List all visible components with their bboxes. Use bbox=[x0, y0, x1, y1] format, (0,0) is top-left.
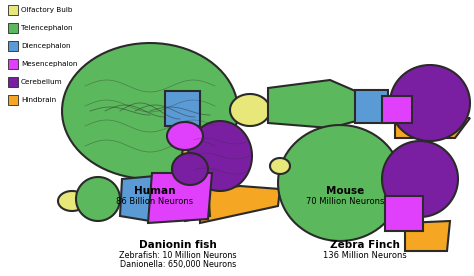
Polygon shape bbox=[270, 158, 290, 174]
Polygon shape bbox=[405, 221, 450, 251]
Polygon shape bbox=[230, 94, 270, 126]
Text: 70 Million Neurons: 70 Million Neurons bbox=[306, 197, 384, 206]
Text: Danionella: 650,000 Neurons: Danionella: 650,000 Neurons bbox=[120, 260, 236, 269]
Text: Diencephalon: Diencephalon bbox=[21, 43, 71, 49]
Polygon shape bbox=[200, 186, 280, 223]
Polygon shape bbox=[188, 121, 252, 191]
Text: 136 Million Neurons: 136 Million Neurons bbox=[323, 251, 407, 260]
Polygon shape bbox=[382, 96, 412, 123]
Polygon shape bbox=[387, 171, 413, 206]
Bar bbox=[8, 5, 18, 15]
Text: Mouse: Mouse bbox=[326, 186, 364, 196]
Text: Hindbrain: Hindbrain bbox=[21, 97, 56, 103]
Polygon shape bbox=[76, 177, 120, 221]
Bar bbox=[8, 41, 18, 51]
Polygon shape bbox=[62, 43, 238, 179]
Text: Danionin fish: Danionin fish bbox=[139, 240, 217, 250]
Bar bbox=[8, 77, 18, 87]
Polygon shape bbox=[148, 173, 212, 223]
Polygon shape bbox=[278, 125, 402, 241]
Bar bbox=[8, 23, 18, 33]
Text: Olfactory Bulb: Olfactory Bulb bbox=[21, 7, 73, 13]
Bar bbox=[8, 95, 18, 105]
Bar bbox=[8, 59, 18, 69]
Polygon shape bbox=[385, 196, 423, 231]
Polygon shape bbox=[355, 90, 388, 123]
Text: Telencephalon: Telencephalon bbox=[21, 25, 73, 31]
Polygon shape bbox=[167, 122, 203, 150]
Text: Zebrafish: 10 Million Neurons: Zebrafish: 10 Million Neurons bbox=[119, 251, 237, 260]
Polygon shape bbox=[395, 118, 470, 138]
Text: 86 Billion Neurons: 86 Billion Neurons bbox=[117, 197, 193, 206]
Polygon shape bbox=[120, 176, 155, 221]
Polygon shape bbox=[177, 149, 210, 221]
Polygon shape bbox=[268, 80, 360, 128]
Polygon shape bbox=[165, 91, 200, 126]
Text: Zebra Finch: Zebra Finch bbox=[330, 240, 400, 250]
Polygon shape bbox=[390, 65, 470, 141]
Polygon shape bbox=[58, 191, 86, 211]
Polygon shape bbox=[172, 153, 208, 185]
Text: Mesencephalon: Mesencephalon bbox=[21, 61, 77, 67]
Text: Human: Human bbox=[134, 186, 176, 196]
Text: Cerebellum: Cerebellum bbox=[21, 79, 63, 85]
Polygon shape bbox=[382, 141, 458, 217]
